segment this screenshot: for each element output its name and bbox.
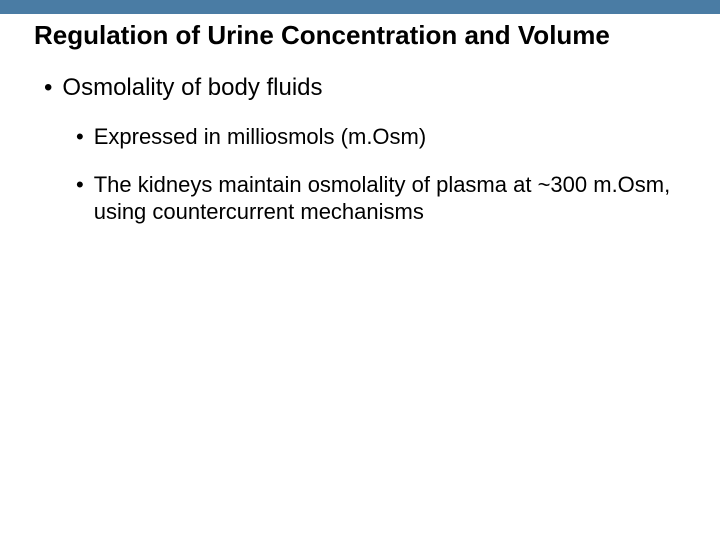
bullet-level2: • Expressed in milliosmols (m.Osm) [30,123,690,151]
bullet-marker: • [76,123,84,151]
bullet-text: Expressed in milliosmols (m.Osm) [94,123,690,151]
bullet-level1: • Osmolality of body fluids [30,73,690,103]
bullet-marker: • [76,171,84,199]
slide-content: Regulation of Urine Concentration and Vo… [0,20,720,226]
bullet-text: Osmolality of body fluids [62,73,690,103]
top-accent-bar [0,0,720,14]
bullet-level2: • The kidneys maintain osmolality of pla… [30,171,690,226]
slide-title: Regulation of Urine Concentration and Vo… [30,20,690,51]
bullet-marker: • [44,73,52,103]
bullet-text: The kidneys maintain osmolality of plasm… [94,171,690,226]
